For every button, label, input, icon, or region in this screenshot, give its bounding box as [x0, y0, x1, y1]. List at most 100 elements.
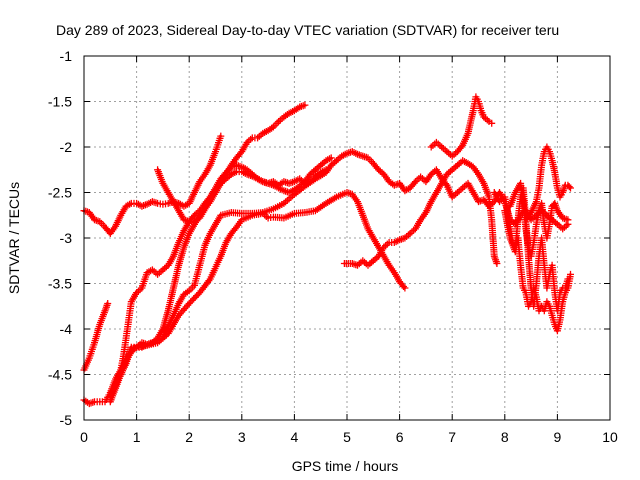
data-point	[145, 203, 149, 206]
data-point	[282, 180, 286, 183]
data-point	[477, 100, 480, 103]
data-point	[524, 291, 527, 294]
data-point	[569, 186, 572, 190]
data-point	[366, 264, 370, 267]
data-point	[182, 245, 186, 249]
y-tick-label: -3.5	[48, 276, 72, 292]
data-point	[193, 284, 196, 287]
x-tick-label: 8	[501, 429, 509, 445]
data-point	[319, 171, 322, 174]
data-point	[261, 180, 264, 183]
data-point	[514, 191, 517, 194]
data-point	[219, 177, 222, 180]
data-point	[188, 220, 191, 223]
data-point	[414, 227, 417, 231]
data-point	[482, 198, 485, 201]
y-tick-label: -2	[60, 139, 73, 155]
data-point	[393, 271, 396, 274]
data-point	[309, 180, 312, 183]
data-point	[98, 220, 102, 223]
data-point	[537, 309, 541, 312]
data-point	[282, 202, 286, 205]
data-point	[553, 291, 556, 294]
data-point	[324, 159, 328, 162]
data-point	[345, 152, 349, 155]
data-point	[548, 305, 551, 308]
data-point	[493, 191, 496, 194]
data-point	[167, 202, 170, 205]
data-point	[230, 211, 233, 214]
data-point	[314, 209, 317, 212]
data-point	[561, 300, 564, 303]
data-point	[472, 191, 475, 194]
data-point	[524, 218, 527, 221]
series-2	[80, 300, 112, 374]
data-point	[124, 205, 128, 208]
data-point	[548, 273, 551, 276]
data-point	[335, 195, 338, 199]
data-point	[245, 173, 249, 176]
data-point	[493, 200, 496, 203]
data-point	[109, 398, 112, 402]
data-point	[172, 200, 175, 203]
data-point	[256, 136, 259, 140]
data-point	[324, 168, 328, 171]
data-point	[182, 293, 186, 296]
data-point	[516, 236, 520, 240]
data-point	[103, 309, 107, 312]
data-point	[330, 164, 333, 167]
data-point	[145, 344, 149, 347]
data-point	[372, 259, 375, 262]
data-point	[382, 255, 385, 258]
data-point	[266, 129, 270, 132]
x-tick-label: 6	[396, 429, 404, 445]
data-point	[548, 223, 551, 226]
data-point	[177, 202, 180, 205]
data-point	[550, 159, 554, 162]
data-point	[561, 191, 564, 194]
data-point	[451, 195, 454, 199]
data-point	[377, 168, 380, 171]
data-point	[177, 264, 180, 267]
data-point	[537, 255, 541, 258]
data-point	[540, 202, 543, 205]
data-point	[156, 168, 159, 171]
data-point	[543, 223, 546, 226]
series-8	[340, 157, 501, 269]
data-point	[161, 203, 165, 206]
data-point	[503, 195, 506, 199]
data-point	[527, 305, 530, 308]
data-point	[540, 164, 543, 167]
data-point	[356, 264, 359, 267]
data-point	[214, 223, 217, 226]
data-point	[451, 168, 454, 171]
data-point	[398, 238, 401, 241]
data-point	[537, 186, 541, 190]
data-point	[529, 255, 533, 258]
series-1-markers	[80, 132, 225, 237]
data-point	[251, 173, 254, 176]
data-point	[440, 182, 443, 185]
series-5-markers	[106, 189, 409, 406]
data-point	[88, 402, 91, 405]
data-point	[287, 112, 291, 115]
data-point	[88, 356, 91, 360]
data-point	[556, 186, 559, 190]
series-11	[506, 179, 572, 260]
data-point	[540, 236, 543, 240]
x-tick-label: 1	[133, 429, 141, 445]
data-point	[235, 225, 238, 229]
series-9	[427, 93, 496, 160]
data-point	[345, 191, 349, 194]
data-point	[177, 209, 180, 212]
data-point	[122, 355, 125, 358]
data-point	[440, 145, 443, 149]
data-point	[209, 195, 212, 199]
data-point	[430, 145, 433, 149]
data-point	[303, 103, 307, 107]
data-point	[529, 218, 533, 221]
data-point	[424, 180, 428, 183]
data-point	[535, 200, 538, 203]
data-point	[293, 193, 296, 196]
data-point	[382, 245, 385, 249]
